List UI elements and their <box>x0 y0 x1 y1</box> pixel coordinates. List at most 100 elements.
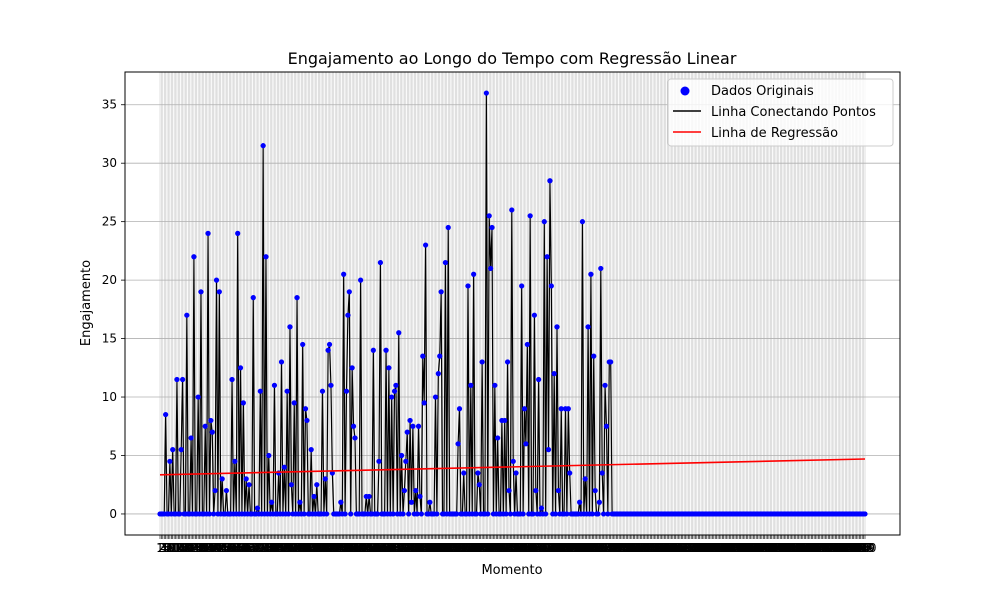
x-tick-label: 71 <box>251 541 266 555</box>
x-tick-label: 213 <box>448 541 471 555</box>
data-point <box>492 382 498 388</box>
x-tick-label: 440 <box>769 541 792 555</box>
data-point <box>324 511 330 517</box>
x-tick-label: 467 <box>807 541 830 555</box>
x-tick-label: 450 <box>783 541 806 555</box>
x-tick-label: 266 <box>523 541 546 555</box>
data-point <box>485 511 491 517</box>
x-tick-label: 244 <box>492 541 515 555</box>
x-tick-label: 470 <box>811 541 834 555</box>
x-tick-label: 423 <box>745 541 768 555</box>
x-tick-label: 367 <box>666 541 689 555</box>
x-tick-label: 179 <box>400 541 423 555</box>
legend-box <box>667 78 894 147</box>
x-tick-label: 218 <box>455 541 478 555</box>
x-tick-label: 40 <box>207 541 222 555</box>
data-point <box>278 359 285 365</box>
x-tick-label: 316 <box>594 541 617 555</box>
x-tick-label: 198 <box>427 541 450 555</box>
x-tick-label: 137 <box>341 541 364 555</box>
x-tick-label: 460 <box>797 541 820 555</box>
x-tick-label: 483 <box>830 541 853 555</box>
x-tick-label: 392 <box>701 541 724 555</box>
x-tick-label: 279 <box>541 541 564 555</box>
data-point <box>465 283 471 289</box>
x-tick-label: 338 <box>625 541 648 555</box>
data-point <box>281 464 287 470</box>
data-point <box>582 476 588 482</box>
x-tick-label: 243 <box>490 541 513 555</box>
x-tick-label: 221 <box>459 541 482 555</box>
data-point <box>596 499 602 505</box>
x-tick-label: 172 <box>390 541 413 555</box>
data-point <box>510 458 516 464</box>
data-point <box>408 499 415 505</box>
x-tick-label: 178 <box>399 541 422 555</box>
data-point <box>548 283 554 289</box>
x-tick-label: 486 <box>834 541 857 555</box>
x-tick-label: 374 <box>676 541 699 555</box>
x-tick-label: 81 <box>265 541 280 555</box>
x-tick-label: 74 <box>255 541 270 555</box>
x-tick-label: 19 <box>178 541 193 555</box>
x-tick-label: 37 <box>203 541 218 555</box>
x-tick-label: 79 <box>263 541 278 555</box>
x-tick-label: 242 <box>489 541 512 555</box>
x-tick-label: 42 <box>210 541 225 555</box>
data-point <box>404 429 410 435</box>
data-point <box>418 511 424 517</box>
x-tick-label: 75 <box>257 541 272 555</box>
x-tick-label: 23 <box>183 541 198 555</box>
data-point <box>437 353 443 359</box>
x-tick-label: 349 <box>640 541 663 555</box>
x-tick-label: 193 <box>420 541 443 555</box>
x-tick-label: 344 <box>633 541 656 555</box>
x-tick-label: 174 <box>393 541 416 555</box>
x-tick-label: 88 <box>275 541 290 555</box>
x-tick-label: 496 <box>848 541 871 555</box>
x-tick-label: 444 <box>774 541 797 555</box>
x-tick-label: 291 <box>558 541 581 555</box>
x-tick-label: 257 <box>510 541 533 555</box>
x-tick-label: 337 <box>623 541 646 555</box>
x-tick-label: 462 <box>800 541 823 555</box>
x-tick-label: 159 <box>372 541 395 555</box>
x-tick-label: 24 <box>185 541 200 555</box>
data-point <box>188 435 194 441</box>
x-tick-label: 281 <box>544 541 567 555</box>
x-tick-label: 334 <box>619 541 642 555</box>
x-tick-label: 350 <box>642 541 665 555</box>
data-point <box>862 511 868 517</box>
x-tick-label: 365 <box>663 541 686 555</box>
x-tick-label: 315 <box>592 541 615 555</box>
x-tick-label: 2 <box>158 541 166 555</box>
x-tick-label: 263 <box>519 541 542 555</box>
x-tick-label: 203 <box>434 541 457 555</box>
x-tick-label: 265 <box>522 541 545 555</box>
x-tick-label: 217 <box>454 541 477 555</box>
x-tick-label: 109 <box>301 541 324 555</box>
x-tick-label: 498 <box>851 541 874 555</box>
x-tick-label: 437 <box>765 541 788 555</box>
x-tick-label: 482 <box>828 541 851 555</box>
x-tick-label: 14 <box>171 541 186 555</box>
x-tick-label: 419 <box>739 541 762 555</box>
x-tick-label: 442 <box>772 541 795 555</box>
x-tick-label: 430 <box>755 541 778 555</box>
x-tick-label: 323 <box>603 541 626 555</box>
x-tick-label: 11 <box>166 541 181 555</box>
x-tick-label: 226 <box>466 541 489 555</box>
x-tick-label: 134 <box>336 541 359 555</box>
x-tick-label: 387 <box>694 541 717 555</box>
x-tick-label: 433 <box>759 541 782 555</box>
x-tick-label: 449 <box>781 541 804 555</box>
x-tick-label: 372 <box>673 541 696 555</box>
data-point <box>254 505 261 511</box>
x-tick-label: 161 <box>375 541 398 555</box>
x-tick-label: 160 <box>373 541 396 555</box>
data-point <box>163 411 169 418</box>
x-tick-label: 124 <box>322 541 345 555</box>
x-tick-label: 215 <box>451 541 474 555</box>
x-tick-label: 431 <box>756 541 779 555</box>
x-tick-label: 282 <box>546 541 569 555</box>
